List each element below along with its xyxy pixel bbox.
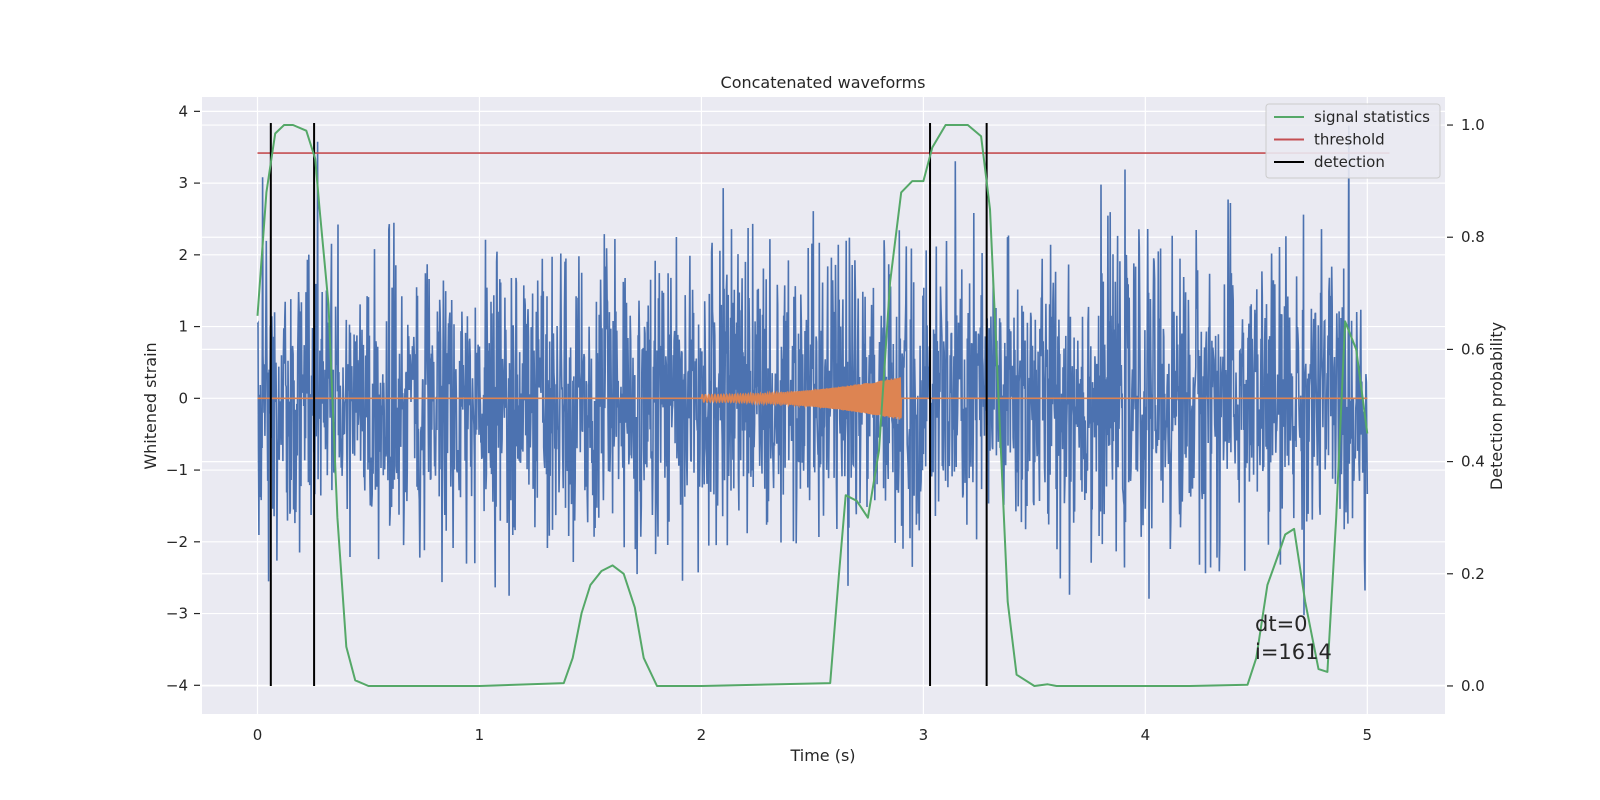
- legend: signal statistics threshold detection: [1265, 103, 1441, 179]
- x-tick-label-5: 5: [1363, 726, 1373, 744]
- x-tick-label-3: 3: [919, 726, 929, 744]
- x-tick-label-2: 2: [697, 726, 707, 744]
- signal-statistics-series: [256, 124, 1369, 687]
- signal-statistics-line: [256, 124, 1369, 687]
- legend-label-1: threshold: [1314, 131, 1385, 149]
- y-tick-label-5: 1: [178, 318, 188, 336]
- legend-label-0: signal statistics: [1314, 108, 1430, 126]
- x-axis-label: Time (s): [789, 746, 855, 765]
- legend-box: [1265, 103, 1441, 179]
- y-tick-label-2: −2: [166, 533, 188, 551]
- y-tick-label-6: 2: [178, 246, 188, 264]
- y2-tick-label-1: 0.2: [1461, 565, 1485, 583]
- y2-tick-label-4: 0.8: [1461, 228, 1485, 246]
- y-tick-label-1: −3: [166, 605, 188, 623]
- y2-axis-label: Detection probability: [1487, 322, 1506, 490]
- x-tick-label-0: 0: [253, 726, 263, 744]
- annotation-index: i=1614: [1255, 640, 1332, 664]
- y-tick-label-3: −1: [166, 461, 188, 479]
- annotation-dt: dt=0: [1255, 612, 1308, 636]
- y-tick-label-4: 0: [178, 389, 188, 407]
- waveform-line: [257, 377, 1368, 420]
- waveform-series: [257, 377, 1368, 420]
- detection-series: [269, 123, 988, 686]
- y2-tick-label-0: 0.0: [1461, 677, 1485, 695]
- y-tick-label-8: 4: [178, 102, 188, 120]
- strain-line: [256, 125, 1369, 616]
- x-tick-label-1: 1: [475, 726, 485, 744]
- x-tick-label-4: 4: [1141, 726, 1151, 744]
- chart-title: Concatenated waveforms: [721, 73, 926, 92]
- y-tick-label-7: 3: [178, 174, 188, 192]
- strain-series: [256, 125, 1369, 616]
- y-axis-label: Whitened strain: [141, 342, 160, 469]
- legend-label-2: detection: [1314, 153, 1385, 171]
- y-tick-label-0: −4: [166, 676, 188, 694]
- axis-ticks: 0 1 2 3 4 5 −4 −3 −2 −1 0 1 2 3 4 0.0 0.2 0.4 0.6 0.8 1.0: [166, 102, 1485, 744]
- y2-tick-label-2: 0.4: [1461, 453, 1485, 471]
- y2-tick-label-3: 0.6: [1461, 340, 1485, 358]
- y2-tick-label-5: 1.0: [1461, 116, 1485, 134]
